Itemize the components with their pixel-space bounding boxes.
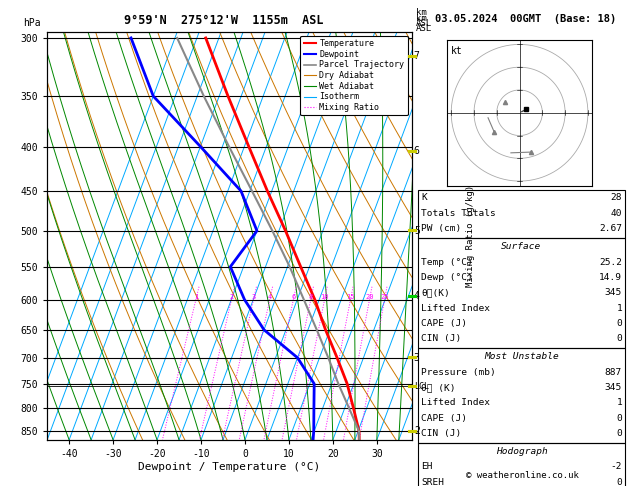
Text: PW (cm): PW (cm) (421, 224, 462, 233)
Text: CIN (J): CIN (J) (421, 334, 462, 343)
Text: Pressure (mb): Pressure (mb) (421, 368, 496, 377)
Text: Temp (°C): Temp (°C) (421, 258, 473, 267)
Text: SREH: SREH (421, 478, 445, 486)
Text: Totals Totals: Totals Totals (421, 209, 496, 218)
Text: © weatheronline.co.uk: © weatheronline.co.uk (465, 471, 579, 480)
Text: Surface: Surface (501, 243, 542, 251)
Text: 0: 0 (616, 478, 622, 486)
Text: 6: 6 (414, 146, 420, 156)
Text: 2.67: 2.67 (599, 224, 622, 233)
Text: 345: 345 (605, 288, 622, 297)
Text: Dewp (°C): Dewp (°C) (421, 273, 473, 282)
Text: 1: 1 (616, 304, 622, 312)
Text: EH: EH (421, 463, 433, 471)
Text: CAPE (J): CAPE (J) (421, 319, 467, 328)
Text: 9°59'N  275°12'W  1155m  ASL: 9°59'N 275°12'W 1155m ASL (123, 14, 323, 27)
Text: 25: 25 (381, 294, 389, 299)
Text: Lifted Index: Lifted Index (421, 304, 491, 312)
Text: 25.2: 25.2 (599, 258, 622, 267)
Text: km
ASL: km ASL (416, 14, 432, 33)
Text: 0: 0 (616, 319, 622, 328)
Text: 15: 15 (346, 294, 355, 299)
Text: 8: 8 (309, 294, 313, 299)
Text: hPa: hPa (23, 18, 41, 28)
Text: Lifted Index: Lifted Index (421, 399, 491, 407)
Text: 1: 1 (616, 399, 622, 407)
Text: 0: 0 (616, 429, 622, 438)
Text: 4: 4 (414, 292, 420, 301)
Text: θᴇ(K): θᴇ(K) (421, 288, 450, 297)
Text: 20: 20 (365, 294, 374, 299)
Text: 2: 2 (230, 294, 233, 299)
Text: 40: 40 (611, 209, 622, 218)
Text: 3: 3 (252, 294, 255, 299)
X-axis label: Dewpoint / Temperature (°C): Dewpoint / Temperature (°C) (138, 462, 321, 471)
Text: 5: 5 (414, 226, 420, 236)
Text: θᴇ (K): θᴇ (K) (421, 383, 456, 392)
Text: 10: 10 (320, 294, 329, 299)
Text: 28: 28 (611, 193, 622, 203)
Legend: Temperature, Dewpoint, Parcel Trajectory, Dry Adiabat, Wet Adiabat, Isotherm, Mi: Temperature, Dewpoint, Parcel Trajectory… (300, 36, 408, 115)
Text: LCL: LCL (414, 382, 429, 391)
Text: 1: 1 (194, 294, 198, 299)
Text: 7: 7 (414, 52, 420, 61)
Text: 0: 0 (616, 414, 622, 423)
Text: Mixing Ratio (g/kg): Mixing Ratio (g/kg) (466, 185, 475, 287)
Text: -2: -2 (611, 463, 622, 471)
Text: 2: 2 (414, 426, 420, 436)
Text: Most Unstable: Most Unstable (484, 352, 559, 362)
Text: 345: 345 (605, 383, 622, 392)
Text: CIN (J): CIN (J) (421, 429, 462, 438)
Text: 887: 887 (605, 368, 622, 377)
Text: K: K (421, 193, 427, 203)
Text: 0: 0 (616, 334, 622, 343)
Text: CAPE (J): CAPE (J) (421, 414, 467, 423)
Text: 6: 6 (291, 294, 296, 299)
Text: kt: kt (451, 46, 463, 56)
Text: km
ASL: km ASL (416, 8, 431, 28)
Text: 4: 4 (267, 294, 272, 299)
Text: 14.9: 14.9 (599, 273, 622, 282)
Text: Hodograph: Hodograph (496, 447, 547, 456)
Text: 03.05.2024  00GMT  (Base: 18): 03.05.2024 00GMT (Base: 18) (435, 14, 616, 24)
Text: 3: 3 (414, 353, 420, 363)
